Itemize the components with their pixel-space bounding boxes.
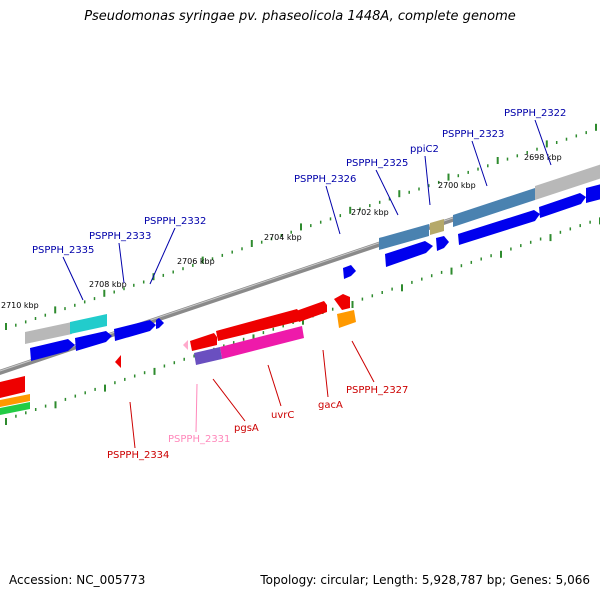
feature-bar-magenta-uvrC [220,326,304,359]
gene-label-ppiC2[interactable]: ppiC2 [410,144,439,155]
leader-2335 [62,256,84,301]
reverse-feature-bars [0,310,356,415]
kbp-label-2710: 2710 kbp [1,301,39,310]
cds-arrow-2326 [343,265,356,279]
gene-label-gacA[interactable]: gacA [318,400,343,411]
gene-label-PSPPH_2331[interactable]: PSPPH_2331 [168,434,230,445]
gene-label-uvrC[interactable]: uvrC [271,410,294,421]
cds-arrow-2322 [586,184,600,203]
map-title: Pseudomonas syringae pv. phaseolicola 14… [84,9,516,24]
gene-label-PSPPH_2332[interactable]: PSPPH_2332 [144,216,206,227]
feature-bar-orange-left [0,394,30,407]
kbp-tick-marks [5,123,600,425]
kbp-label-2702: 2702 kbp [351,208,389,217]
cds-arrow-2332 [156,318,164,329]
gene-label-pgsA[interactable]: pgsA [234,423,259,434]
leader-ppiC2 [424,155,431,206]
feature-bar-purple-pgsA [194,347,222,365]
bottom-gene-labels: PSPPH_2327 gacA uvrC pgsA PSPPH_2331 PSP… [107,385,408,461]
top-label-leaders [62,119,552,301]
gene-label-PSPPH_2323[interactable]: PSPPH_2323 [442,129,504,140]
kbp-label-2706: 2706 kbp [177,257,215,266]
feature-bar-cyan-2335 [70,314,107,334]
feature-bar-gray-left [25,322,72,344]
cds-arrow-left-red [0,376,25,398]
cds-arrow-uvrC [216,309,300,341]
leader-uvrC [267,364,282,407]
leader-2333 [118,242,125,284]
reverse-cds-arrows [0,294,350,398]
kbp-label-2698: 2698 kbp [524,153,562,162]
gene-label-PSPPH_2334[interactable]: PSPPH_2334 [107,450,169,461]
genome-summary-text: Topology: circular; Length: 5,928,787 bp… [260,573,590,587]
leader-2332 [149,227,176,285]
cds-arrow-2334 [115,355,121,368]
gene-label-PSPPH_2326[interactable]: PSPPH_2326 [294,174,356,185]
cds-arrow-gacA [296,301,327,322]
gene-label-PSPPH_2325[interactable]: PSPPH_2325 [346,158,408,169]
cds-arrow-2333 [114,320,156,341]
bottom-label-leaders [129,340,375,449]
leader-2334 [129,401,136,449]
accession-text: Accession: NC_005773 [9,573,146,587]
kbp-label-2700: 2700 kbp [438,181,476,190]
feature-bar-steel-2323 [453,188,535,227]
leader-2323 [471,140,488,187]
cds-arrow-2335b [30,339,75,361]
gene-label-PSPPH_2335[interactable]: PSPPH_2335 [32,245,94,256]
feature-bar-steel-2325 [379,224,429,250]
leader-gacA [322,349,329,398]
leader-2327 [351,340,375,383]
cds-arrow-2327 [334,294,350,310]
leader-2325 [375,169,399,216]
gene-label-PSPPH_2322[interactable]: PSPPH_2322 [504,108,566,119]
feature-bar-khaki-ppiC2 [430,219,444,235]
leader-2322 [534,119,552,166]
forward-cds-arrows [30,184,600,361]
cds-arrow-2325 [385,241,433,267]
feature-bar-green-left [0,402,30,415]
forward-feature-bars [25,164,600,344]
leader-pgsA [212,378,246,422]
leader-2326 [325,185,341,235]
kbp-label-2708: 2708 kbp [89,280,127,289]
cds-arrow-ppiC2 [436,236,449,251]
cds-arrow-2335a [75,331,112,351]
gene-label-PSPPH_2333[interactable]: PSPPH_2333 [89,231,151,242]
cds-arrow-2323a [539,193,586,218]
leader-2331 [195,383,198,433]
top-gene-labels: PSPPH_2322 PSPPH_2323 ppiC2 PSPPH_2325 P… [32,108,566,256]
kbp-label-2704: 2704 kbp [264,233,302,242]
gene-label-PSPPH_2327[interactable]: PSPPH_2327 [346,385,408,396]
cds-arrow-2323b [458,210,540,245]
cds-arrow-pgsA [190,333,217,351]
feature-bar-orange-2327 [337,310,356,328]
feature-bar-gray-right [535,164,600,200]
cds-arrow-2331 [183,340,188,350]
